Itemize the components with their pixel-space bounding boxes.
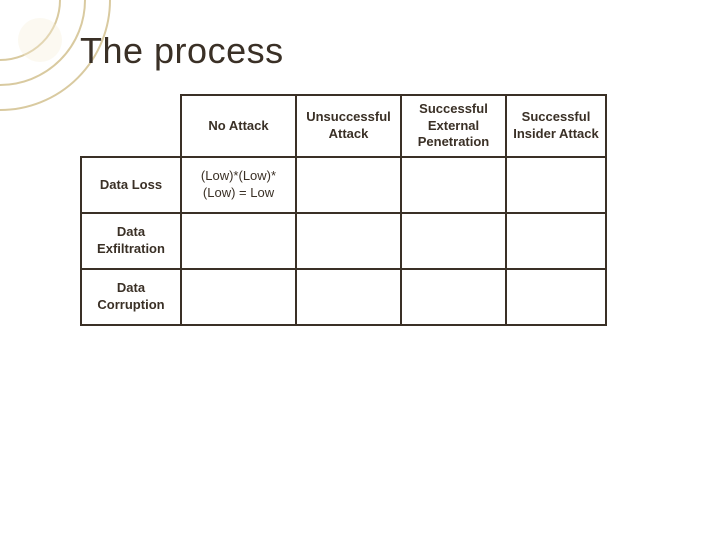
process-table-wrap: No Attack Unsuccessful Attack Successful…	[80, 94, 680, 326]
cell	[506, 269, 606, 325]
table-row: Data Exfiltration	[81, 213, 606, 269]
cell	[296, 157, 401, 213]
slide: The process No Attack Unsuccessful Attac…	[0, 0, 720, 366]
cell	[506, 213, 606, 269]
row-header-data-exfil: Data Exfiltration	[81, 213, 181, 269]
table-row: Data Loss (Low)*(Low)*(Low) = Low	[81, 157, 606, 213]
page-title: The process	[80, 30, 680, 72]
col-header-insider-attack: Successful Insider Attack	[506, 95, 606, 157]
row-header-data-loss: Data Loss	[81, 157, 181, 213]
col-header-external-pen: Successful External Penetration	[401, 95, 506, 157]
cell	[296, 269, 401, 325]
cell	[506, 157, 606, 213]
cell: (Low)*(Low)*(Low) = Low	[181, 157, 296, 213]
cell	[181, 213, 296, 269]
cell	[401, 157, 506, 213]
col-header-blank	[81, 95, 181, 157]
cell	[401, 213, 506, 269]
row-header-data-corruption: Data Corruption	[81, 269, 181, 325]
cell	[181, 269, 296, 325]
process-table: No Attack Unsuccessful Attack Successful…	[80, 94, 607, 326]
table-row: Data Corruption	[81, 269, 606, 325]
table-header-row: No Attack Unsuccessful Attack Successful…	[81, 95, 606, 157]
col-header-unsuccessful: Unsuccessful Attack	[296, 95, 401, 157]
col-header-no-attack: No Attack	[181, 95, 296, 157]
cell	[296, 213, 401, 269]
cell	[401, 269, 506, 325]
